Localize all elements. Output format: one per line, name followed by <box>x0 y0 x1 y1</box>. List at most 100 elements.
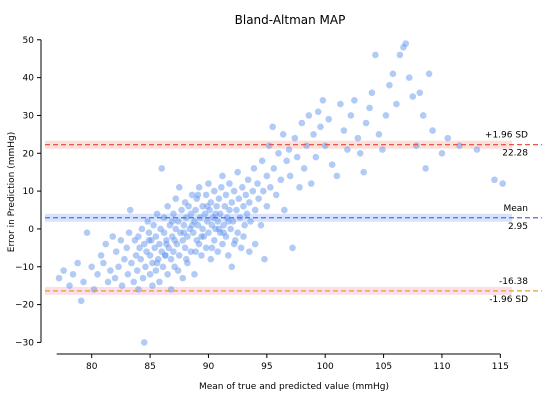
data-point <box>191 271 198 278</box>
data-point <box>150 221 157 229</box>
data-point <box>138 225 146 233</box>
data-point <box>80 278 87 286</box>
data-point <box>94 271 101 278</box>
x-tick-label: 85 <box>144 362 155 372</box>
data-point <box>260 187 267 195</box>
data-point <box>344 146 351 153</box>
data-point <box>237 244 245 252</box>
data-point <box>172 225 180 233</box>
data-point <box>258 157 266 165</box>
data-point <box>263 202 271 210</box>
data-point <box>263 172 271 180</box>
data-point <box>112 248 120 255</box>
reference-line-name: -1.96 SD <box>489 295 528 305</box>
data-point <box>219 240 226 248</box>
data-point <box>328 161 336 168</box>
data-point <box>111 274 119 282</box>
data-point <box>277 176 285 184</box>
data-point <box>333 172 341 180</box>
data-point <box>257 221 265 229</box>
data-point <box>396 51 404 59</box>
data-point <box>317 123 324 131</box>
data-point <box>137 255 145 263</box>
data-point <box>240 202 247 210</box>
data-point <box>281 206 288 214</box>
data-point <box>60 267 67 274</box>
data-point <box>242 191 250 199</box>
data-point <box>174 267 182 274</box>
data-point <box>202 191 210 199</box>
data-point <box>146 252 154 259</box>
data-point <box>97 252 105 259</box>
data-point <box>144 218 152 225</box>
data-point <box>214 248 222 255</box>
data-point <box>175 184 183 191</box>
x-tick-label: 110 <box>433 362 450 372</box>
data-point <box>234 168 241 176</box>
data-point <box>160 214 168 221</box>
data-point <box>241 221 248 229</box>
reference-line-labels: +1.96 SD 22.28 Mean 2.95 -1.96 SD -16.38 <box>485 131 528 305</box>
data-point <box>265 142 273 150</box>
data-point <box>228 263 236 271</box>
data-point <box>298 119 306 127</box>
data-point <box>192 248 199 255</box>
data-point <box>146 271 154 278</box>
data-point <box>416 89 424 97</box>
data-point <box>279 131 287 138</box>
x-tick-label: 115 <box>492 362 509 372</box>
data-point <box>249 187 257 195</box>
data-point <box>222 191 230 199</box>
data-point <box>214 218 222 225</box>
data-point <box>356 149 364 157</box>
data-point <box>132 252 140 259</box>
axes <box>40 39 501 355</box>
data-point <box>182 214 190 221</box>
data-point <box>291 134 299 142</box>
y-tick-label: 0 <box>28 225 34 235</box>
data-point <box>167 255 175 263</box>
data-point <box>198 233 205 240</box>
data-point <box>185 202 192 210</box>
data-point <box>438 149 446 157</box>
data-point <box>107 267 114 274</box>
data-point <box>189 229 197 237</box>
data-point <box>195 184 203 191</box>
data-point <box>372 51 379 59</box>
data-point <box>422 165 429 172</box>
data-point <box>192 206 199 214</box>
data-point <box>491 176 498 184</box>
data-point <box>161 252 169 259</box>
data-point <box>102 240 110 248</box>
data-point <box>123 244 131 252</box>
reference-lines <box>45 144 542 292</box>
data-point <box>267 184 274 191</box>
data-point <box>247 218 254 225</box>
data-point <box>135 286 142 293</box>
data-point <box>239 184 246 191</box>
y-tick-label: 10 <box>23 187 35 197</box>
data-point <box>159 263 167 271</box>
data-point <box>203 218 211 225</box>
chart-title: Bland-Altman MAP <box>235 13 346 27</box>
data-point <box>234 229 241 237</box>
data-point <box>319 97 327 104</box>
scatter-points <box>55 40 506 346</box>
data-point <box>244 176 252 184</box>
data-point <box>125 229 133 237</box>
data-point <box>172 195 180 202</box>
data-point <box>188 191 196 199</box>
data-point <box>254 180 261 187</box>
data-point <box>286 172 294 180</box>
data-point <box>226 206 233 214</box>
data-point <box>217 184 225 191</box>
data-point <box>83 229 91 237</box>
data-point <box>303 142 310 150</box>
data-point <box>181 244 189 252</box>
data-point <box>212 210 219 218</box>
data-point <box>180 229 188 237</box>
data-point <box>69 271 77 278</box>
data-point <box>226 180 233 187</box>
data-point <box>156 278 163 286</box>
data-point <box>135 233 142 240</box>
